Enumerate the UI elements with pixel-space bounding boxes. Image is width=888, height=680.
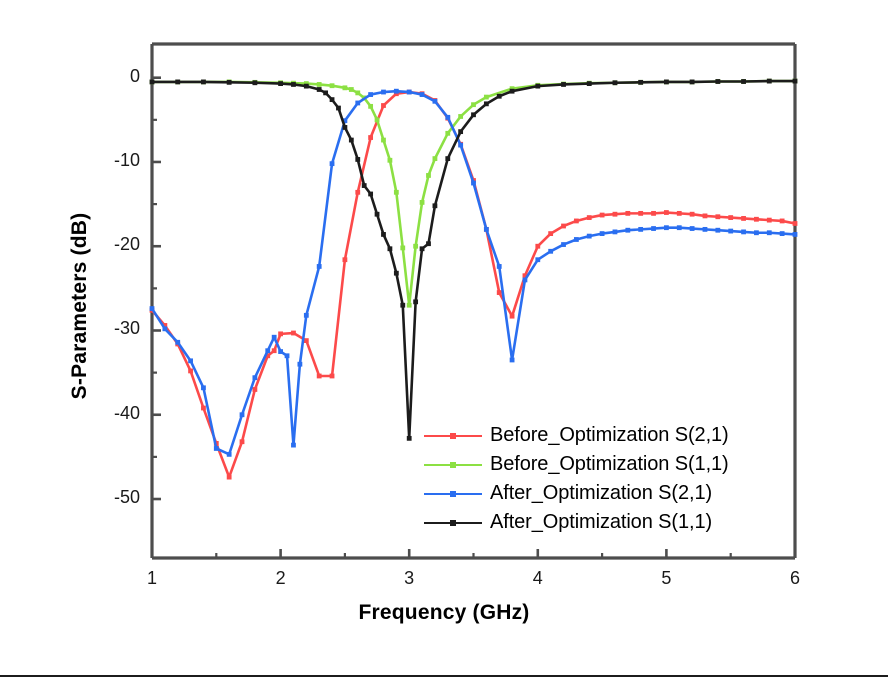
chart-legend: Before_Optimization S(2,1) Before_Optimiz… (424, 420, 729, 538)
x-tick-label: 6 (789, 568, 800, 588)
x-axis-title: Frequency (GHz) (358, 601, 530, 624)
series-4 (149, 78, 798, 441)
legend-line-icon (424, 515, 482, 531)
x-tick-label: 1 (146, 568, 157, 588)
legend-item-2[interactable]: Before_Optimization S(1,1) (424, 451, 729, 478)
legend-item-label: After_Optimization S(2,1) (490, 482, 713, 504)
y-tick-label: -20 (113, 234, 140, 255)
legend-item-1[interactable]: Before_Optimization S(2,1) (424, 422, 729, 449)
legend-line-icon (424, 486, 482, 502)
x-tick-label: 5 (661, 568, 672, 588)
y-tick-label: 0 (129, 65, 140, 86)
legend-item-label: Before_Optimization S(2,1) (490, 424, 729, 446)
legend-item-3[interactable]: After_Optimization S(2,1) (424, 480, 729, 507)
legend-item-4[interactable]: After_Optimization S(1,1) (424, 509, 729, 536)
series-layer (149, 78, 798, 480)
legend-item-label: After_Optimization S(1,1) (490, 511, 713, 533)
series-3 (149, 88, 798, 457)
x-tick-label: 3 (404, 568, 415, 588)
y-tick-label: -50 (113, 487, 140, 508)
y-tick-label: -10 (113, 149, 140, 170)
tick-marks (150, 76, 797, 558)
legend-item-label: Before_Optimization S(1,1) (490, 453, 729, 475)
legend-line-icon (424, 457, 482, 473)
x-tick-label: 4 (532, 568, 543, 588)
x-tick-label: 2 (275, 568, 286, 588)
legend-line-icon (424, 428, 482, 444)
y-tick-label: -40 (113, 402, 140, 423)
bottom-divider (0, 675, 888, 677)
y-tick-label: -30 (113, 318, 140, 339)
